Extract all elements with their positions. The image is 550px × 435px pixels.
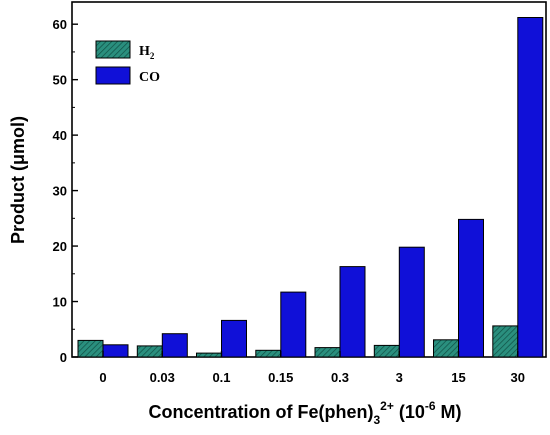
- plot-frame: [71, 1, 547, 358]
- bar-co-4: [339, 266, 366, 358]
- legend-swatch-h2: [95, 40, 131, 59]
- bar-co-3: [280, 291, 307, 358]
- legend: H2 CO: [95, 40, 160, 85]
- x-axis-title-prefix: Concentration of Fe(phen): [148, 402, 373, 422]
- y-tick-label: 60: [53, 17, 67, 32]
- bar-h2-1: [136, 345, 163, 358]
- y-tick-label: 10: [53, 295, 67, 310]
- legend-swatch-co: [95, 66, 131, 85]
- bar-h2-7: [492, 325, 519, 358]
- x-tick-label: 0.15: [268, 370, 293, 385]
- bar-h2-0: [77, 339, 104, 358]
- legend-label-h2: H2: [139, 44, 155, 61]
- bar-h2-2: [196, 352, 222, 358]
- bar-co-6: [458, 218, 484, 358]
- x-axis-title-close: M): [436, 402, 462, 422]
- bar-h2-5: [373, 344, 400, 358]
- x-axis: 0 0.03 0.1 0.15 0.3 3 15 30: [99, 351, 525, 385]
- y-tick-label: 20: [53, 239, 67, 254]
- bar-h2-4: [314, 347, 341, 358]
- x-axis-title: Concentration of Fe(phen)32+ (10-6 M): [148, 399, 461, 427]
- bar-co-7: [517, 17, 544, 358]
- bar-co-1: [161, 333, 188, 358]
- bars-layer: [77, 17, 544, 358]
- x-tick-label: 0.03: [150, 370, 175, 385]
- x-axis-title-subscript: 3: [373, 413, 380, 427]
- y-axis-title: Product (μmol): [8, 116, 28, 244]
- bar-co-2: [221, 319, 247, 358]
- bar-co-0: [102, 344, 129, 358]
- x-tick-label: 3: [396, 370, 403, 385]
- bar-co-5: [398, 246, 425, 358]
- bar-h2-6: [433, 339, 459, 358]
- x-axis-title-open: (10: [394, 402, 425, 422]
- bar-h2-3: [255, 349, 282, 358]
- x-tick-label: 30: [511, 370, 525, 385]
- y-tick-label: 30: [53, 184, 67, 199]
- x-tick-label: 0: [99, 370, 106, 385]
- y-tick-label: 0: [60, 350, 67, 365]
- legend-label-co: CO: [139, 70, 160, 85]
- y-tick-label: 50: [53, 73, 67, 88]
- x-tick-label: 0.1: [212, 370, 230, 385]
- x-axis-title-superscript: 2+: [380, 399, 394, 413]
- y-tick-label: 40: [53, 128, 67, 143]
- x-tick-label: 15: [451, 370, 465, 385]
- x-axis-title-unit-superscript: -6: [425, 399, 436, 413]
- x-tick-label: 0.3: [331, 370, 349, 385]
- y-axis: 0 10 20 30 40 50 60: [53, 17, 78, 365]
